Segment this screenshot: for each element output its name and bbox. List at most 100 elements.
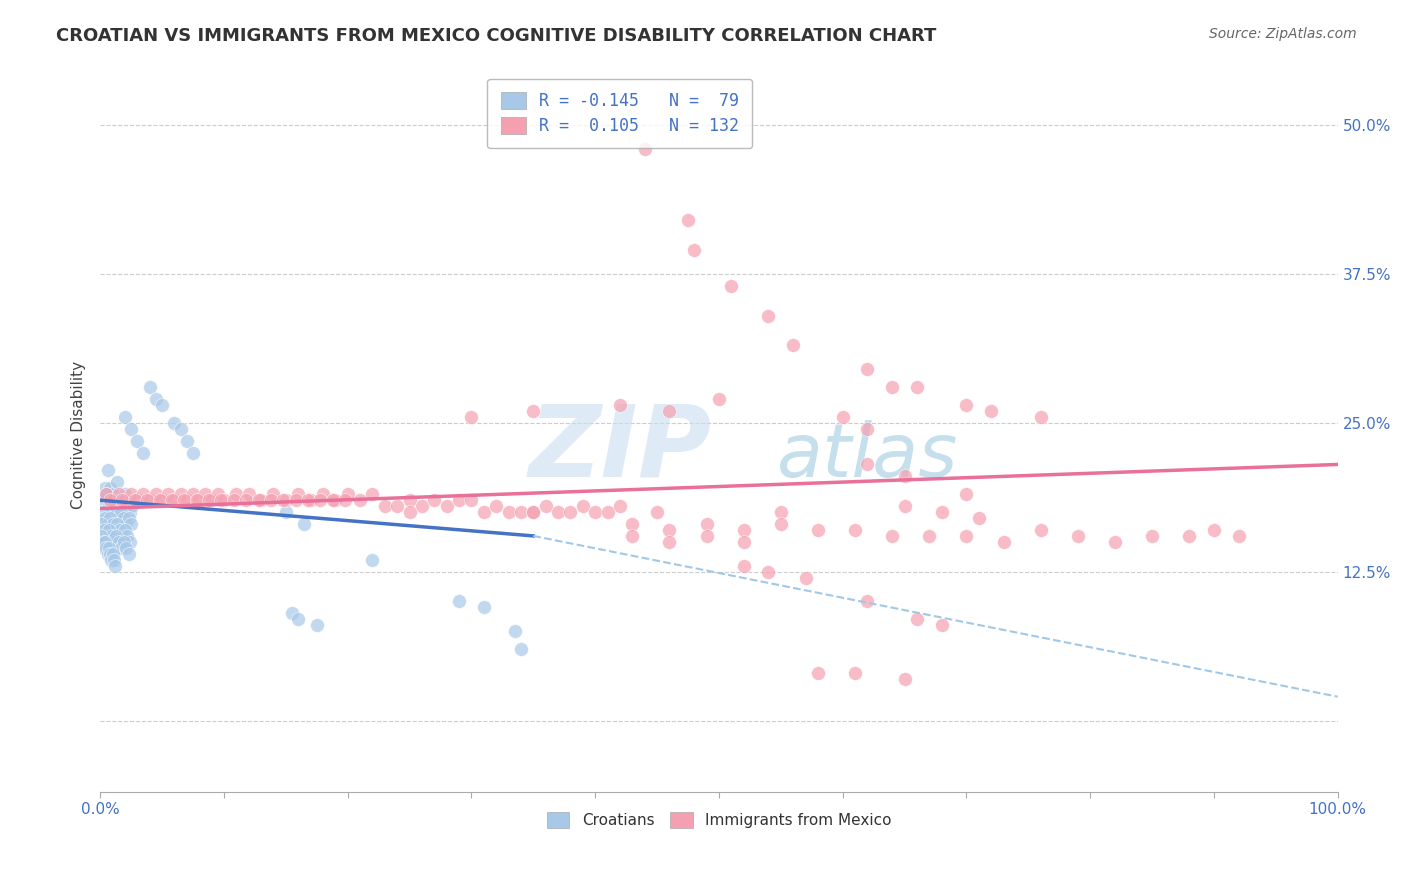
Point: [194, 487, 217, 501]
Point: [145, 392, 167, 406]
Point: [93, 523, 115, 537]
Point: [485, 499, 508, 513]
Point: [138, 493, 160, 508]
Point: [163, 493, 186, 508]
Point: [115, 541, 138, 555]
Point: [905, 612, 928, 626]
Legend: Croatians, Immigrants from Mexico: Croatians, Immigrants from Mexico: [540, 806, 897, 834]
Point: [658, 404, 681, 418]
Point: [831, 409, 853, 424]
Point: [101, 487, 124, 501]
Point: [200, 493, 222, 508]
Point: [198, 493, 221, 508]
Point: [856, 458, 879, 472]
Point: [583, 505, 606, 519]
Point: [931, 618, 953, 632]
Point: [1178, 529, 1201, 543]
Point: [534, 499, 557, 513]
Point: [104, 493, 127, 508]
Point: [503, 624, 526, 639]
Point: [645, 505, 668, 519]
Point: [807, 523, 830, 537]
Point: [136, 493, 159, 508]
Point: [96, 487, 118, 501]
Point: [101, 516, 124, 531]
Point: [212, 493, 235, 508]
Point: [893, 469, 915, 483]
Point: [882, 380, 904, 394]
Point: [509, 642, 531, 657]
Point: [522, 505, 544, 519]
Point: [225, 487, 247, 501]
Text: atlas: atlas: [776, 420, 957, 492]
Point: [107, 475, 129, 490]
Point: [104, 523, 127, 537]
Point: [398, 505, 420, 519]
Point: [98, 493, 121, 508]
Point: [138, 380, 160, 394]
Text: Source: ZipAtlas.com: Source: ZipAtlas.com: [1209, 27, 1357, 41]
Point: [398, 493, 420, 508]
Point: [322, 493, 344, 508]
Point: [1202, 523, 1225, 537]
Point: [621, 516, 644, 531]
Point: [94, 481, 117, 495]
Point: [447, 493, 470, 508]
Point: [112, 511, 135, 525]
Point: [683, 243, 706, 257]
Point: [103, 553, 125, 567]
Point: [107, 534, 129, 549]
Point: [105, 505, 128, 519]
Point: [262, 487, 284, 501]
Point: [1104, 534, 1126, 549]
Point: [621, 529, 644, 543]
Point: [309, 493, 332, 508]
Point: [103, 534, 125, 549]
Point: [90, 516, 112, 531]
Point: [127, 434, 149, 448]
Point: [96, 487, 118, 501]
Point: [856, 362, 879, 376]
Point: [333, 493, 356, 508]
Point: [596, 505, 619, 519]
Point: [186, 493, 208, 508]
Point: [107, 487, 129, 501]
Point: [633, 142, 655, 156]
Point: [1067, 529, 1090, 543]
Point: [361, 553, 384, 567]
Point: [472, 600, 495, 615]
Point: [472, 505, 495, 519]
Point: [96, 547, 118, 561]
Point: [97, 499, 120, 513]
Point: [844, 523, 866, 537]
Point: [967, 511, 990, 525]
Point: [856, 594, 879, 608]
Point: [287, 612, 309, 626]
Point: [150, 493, 173, 508]
Point: [361, 487, 384, 501]
Text: ZIP: ZIP: [529, 401, 711, 498]
Point: [1029, 523, 1052, 537]
Point: [96, 541, 118, 555]
Point: [274, 493, 297, 508]
Point: [188, 493, 211, 508]
Point: [305, 618, 328, 632]
Point: [1227, 529, 1250, 543]
Point: [292, 516, 315, 531]
Point: [758, 309, 780, 323]
Point: [160, 493, 183, 508]
Point: [114, 409, 136, 424]
Point: [107, 516, 129, 531]
Point: [436, 499, 458, 513]
Point: [955, 398, 977, 412]
Point: [695, 529, 717, 543]
Point: [460, 409, 482, 424]
Point: [176, 493, 198, 508]
Point: [235, 493, 257, 508]
Point: [90, 529, 112, 543]
Text: CROATIAN VS IMMIGRANTS FROM MEXICO COGNITIVE DISABILITY CORRELATION CHART: CROATIAN VS IMMIGRANTS FROM MEXICO COGNI…: [56, 27, 936, 45]
Point: [222, 493, 245, 508]
Point: [118, 505, 141, 519]
Point: [96, 463, 118, 477]
Point: [94, 534, 117, 549]
